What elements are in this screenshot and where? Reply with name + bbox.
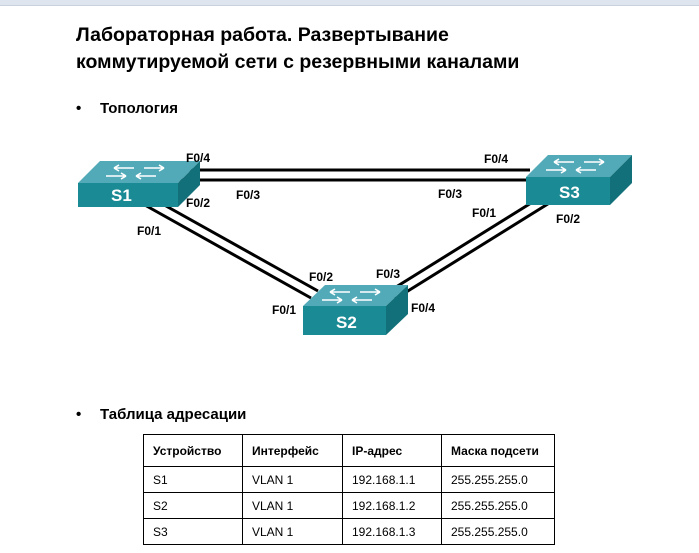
table-header-row: Устройство Интерфейс IP-адрес Маска подс… <box>143 434 555 467</box>
port-label-s1-f01: F0/1 <box>137 224 161 238</box>
column-header-mask: Маска подсети <box>441 434 555 467</box>
table-cell: 192.168.1.2 <box>342 492 442 519</box>
port-label-s1-f03: F0/3 <box>236 188 260 202</box>
port-label-s2-f02: F0/2 <box>309 270 333 284</box>
switch-s3-label: S3 <box>559 183 580 202</box>
port-label-s2-f01: F0/1 <box>272 303 296 317</box>
switch-s2-label: S2 <box>336 313 357 332</box>
topology-diagram: S1 S3 S2 F0/4 F0/3 F0/2 F0/1 F0/4 F0/3 F… <box>78 151 632 335</box>
table-heading-text: Таблица адресации <box>100 406 247 423</box>
table-cell: 192.168.1.3 <box>342 518 442 545</box>
port-label-s1-f02: F0/2 <box>186 196 210 210</box>
column-header-device: Устройство <box>143 434 243 467</box>
table-cell: 255.255.255.0 <box>441 518 555 545</box>
link-s1-s2 <box>142 195 319 300</box>
port-label-s3-f04: F0/4 <box>484 152 508 166</box>
table-cell: VLAN 1 <box>242 518 343 545</box>
title-line-1: Лабораторная работа. Развертывание <box>76 24 449 46</box>
switch-s3-icon: S3 <box>526 155 632 205</box>
page-title: Лабораторная работа. Развертывание комму… <box>76 22 519 76</box>
table-cell: 255.255.255.0 <box>441 466 555 493</box>
column-header-interface: Интерфейс <box>242 434 343 467</box>
table-cell: VLAN 1 <box>242 492 343 519</box>
table-row: S2 VLAN 1 192.168.1.2 255.255.255.0 <box>143 492 555 519</box>
switch-s1-icon: S1 <box>78 161 200 207</box>
bullet-icon: • <box>76 406 82 423</box>
table-cell: VLAN 1 <box>242 466 343 493</box>
table-cell: S1 <box>143 466 243 493</box>
column-header-ip: IP-адрес <box>342 434 442 467</box>
link-s1-s3 <box>176 168 530 182</box>
port-label-s2-f04: F0/4 <box>411 301 435 315</box>
table-row: S1 VLAN 1 192.168.1.1 255.255.255.0 <box>143 466 555 493</box>
top-strip <box>0 0 699 6</box>
addressing-table: Устройство Интерфейс IP-адрес Маска подс… <box>143 434 555 545</box>
port-label-s3-f03: F0/3 <box>438 187 462 201</box>
table-cell: S2 <box>143 492 243 519</box>
port-label-s3-f02: F0/2 <box>556 212 580 226</box>
table-cell: S3 <box>143 518 243 545</box>
topology-heading: • Топология <box>76 100 178 117</box>
title-line-2: коммутируемой сети с резервными каналами <box>76 51 520 73</box>
switch-s1-label: S1 <box>111 186 132 205</box>
table-cell: 255.255.255.0 <box>441 492 555 519</box>
bullet-icon: • <box>76 100 82 117</box>
link-s3-s2 <box>387 193 552 301</box>
port-label-s3-f01: F0/1 <box>472 206 496 220</box>
switch-s2-icon: S2 <box>303 285 408 335</box>
port-label-s2-f03: F0/3 <box>376 267 400 281</box>
table-heading: • Таблица адресации <box>76 406 246 423</box>
port-label-s1-f04: F0/4 <box>186 151 210 165</box>
topology-heading-text: Топология <box>100 100 178 117</box>
table-cell: 192.168.1.1 <box>342 466 442 493</box>
table-row: S3 VLAN 1 192.168.1.3 255.255.255.0 <box>143 518 555 545</box>
